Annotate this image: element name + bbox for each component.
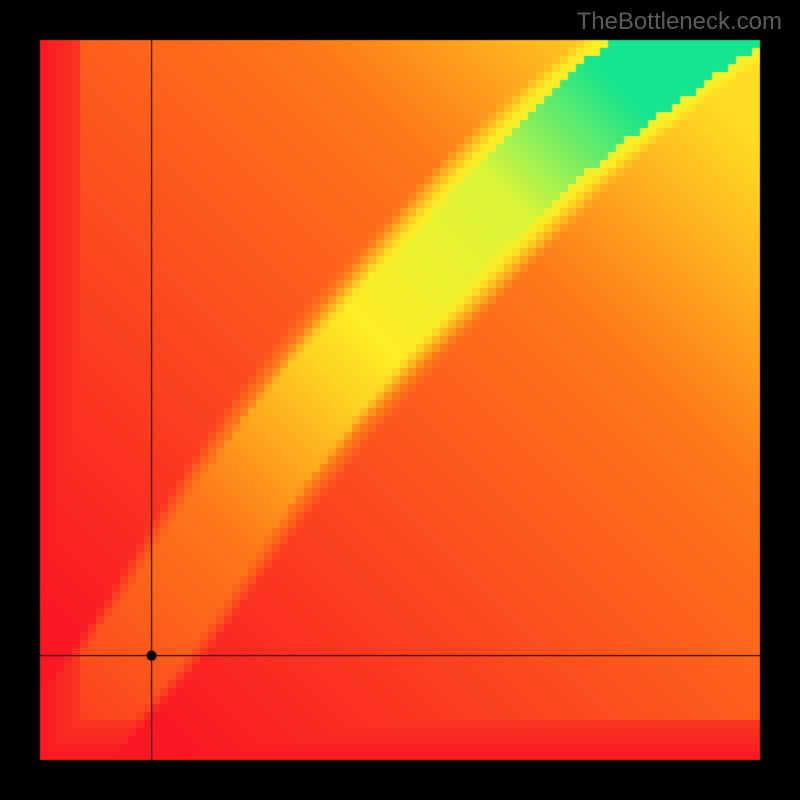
watermark-text: TheBottleneck.com <box>577 8 782 36</box>
bottleneck-heatmap <box>0 0 800 800</box>
chart-container: TheBottleneck.com <box>0 0 800 800</box>
